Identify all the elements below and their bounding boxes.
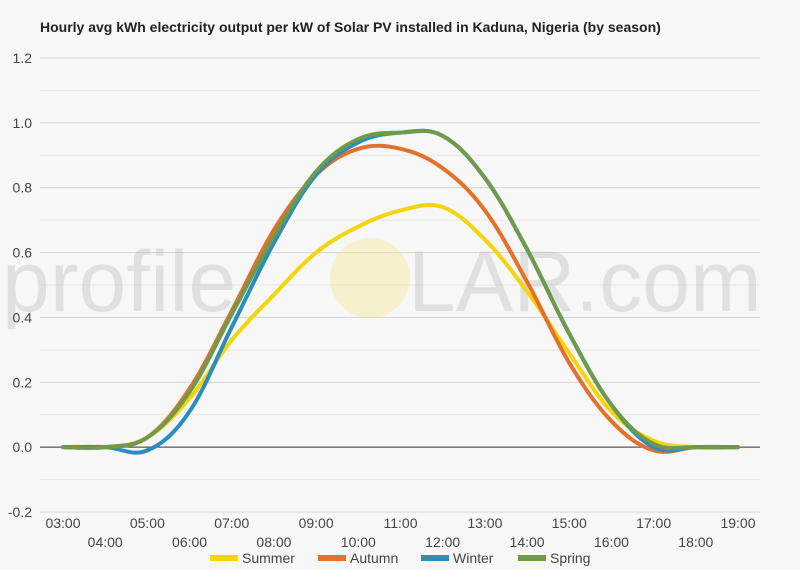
legend-swatch-autumn <box>318 555 346 561</box>
x-tick-label: 12:00 <box>425 534 460 550</box>
x-axis-ticks: 03:00 04:00 05:00 06:00 07:00 08:00 09:00 10:00… <box>45 515 755 550</box>
y-axis-ticks: 1.2 1.0 0.8 0.6 0.4 0.2 0.0 -0.2 <box>8 50 32 520</box>
x-tick-label: 07:00 <box>214 515 249 531</box>
x-tick-label: 15:00 <box>552 515 587 531</box>
chart-title: Hourly avg kWh electricity output per kW… <box>40 19 661 35</box>
x-tick-label: 04:00 <box>88 534 123 550</box>
watermark-text-left: profile <box>2 234 236 330</box>
legend-swatch-summer <box>210 555 238 561</box>
series-line-summer <box>61 202 740 450</box>
watermark-sun <box>330 238 410 318</box>
watermark: profile S LAR.com <box>2 234 762 330</box>
legend-swatch-winter <box>421 555 449 561</box>
watermark-text-right: LAR.com <box>408 234 762 330</box>
y-tick-label: 1.0 <box>13 115 33 131</box>
legend-swatch-spring <box>518 555 546 561</box>
x-tick-label: 17:00 <box>636 515 671 531</box>
x-tick-label: 19:00 <box>720 515 755 531</box>
x-tick-label: 11:00 <box>384 515 418 531</box>
x-tick-label: 05:00 <box>130 515 165 531</box>
legend-label-autumn: Autumn <box>350 550 398 566</box>
x-tick-label: 16:00 <box>594 534 629 550</box>
y-tick-label: 0.8 <box>13 180 33 196</box>
legend-label-winter: Winter <box>453 550 494 566</box>
x-tick-label: 14:00 <box>510 534 545 550</box>
series-layer <box>61 128 740 455</box>
y-tick-label: -0.2 <box>8 504 32 520</box>
x-tick-label: 03:00 <box>45 515 80 531</box>
x-tick-label: 13:00 <box>467 515 502 531</box>
y-tick-label: 0.2 <box>13 374 33 390</box>
series-line-spring <box>61 128 740 451</box>
legend-label-spring: Spring <box>550 550 590 566</box>
y-tick-label: 0.0 <box>13 439 33 455</box>
x-tick-label: 09:00 <box>299 515 334 531</box>
grid-layer <box>40 57 760 513</box>
x-tick-label: 18:00 <box>678 534 713 550</box>
x-tick-label: 08:00 <box>256 534 291 550</box>
y-tick-label: 0.4 <box>13 309 33 325</box>
x-tick-label: 06:00 <box>172 534 207 550</box>
legend: Summer Autumn Winter Spring <box>210 550 590 566</box>
y-tick-label: 1.2 <box>13 50 33 66</box>
x-tick-label: 10:00 <box>341 534 376 550</box>
legend-label-summer: Summer <box>242 550 295 566</box>
y-tick-label: 0.6 <box>13 245 33 261</box>
